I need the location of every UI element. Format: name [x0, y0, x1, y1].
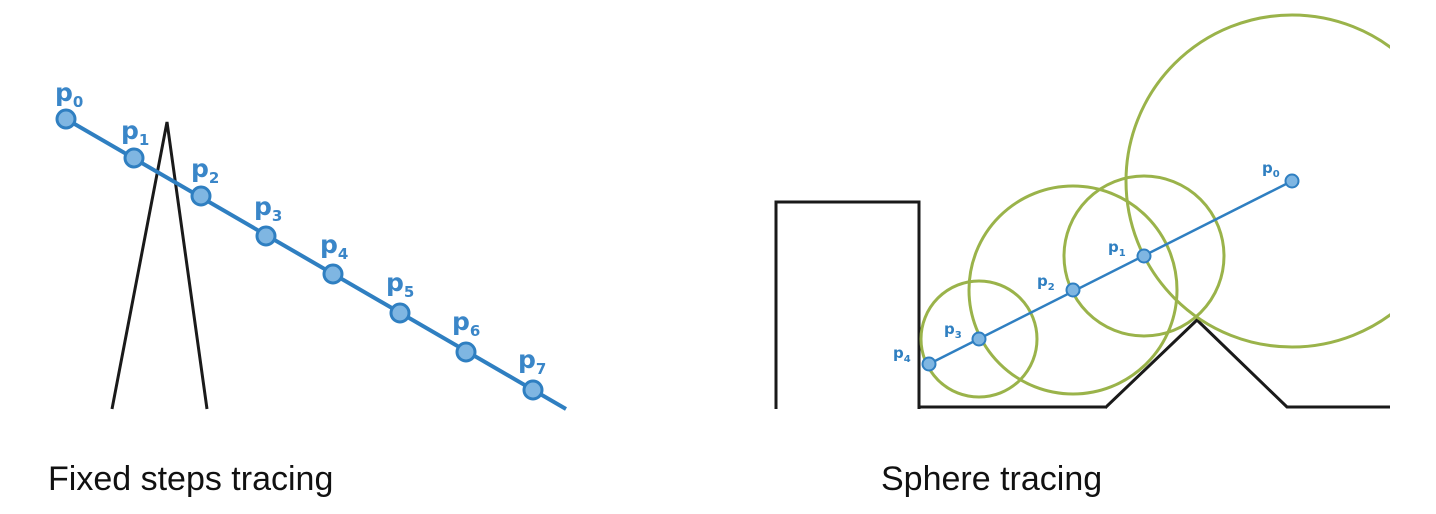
point-label-p4: p4	[320, 230, 348, 263]
point-label-p3: p3	[254, 192, 282, 225]
sample-point-p2	[1065, 282, 1081, 298]
sample-point-p5	[389, 302, 411, 324]
ray-line	[64, 117, 568, 411]
sample-point-p4	[921, 356, 937, 372]
sample-point-p0	[55, 108, 77, 130]
sphere-tracing-diagram: p0 p1 p2 p3 p4	[774, 13, 1390, 409]
point-label-p7: p7	[518, 345, 546, 378]
point-label-p1: p1	[121, 116, 149, 149]
point-label-p3: p3	[944, 320, 962, 341]
point-label-p4: p4	[893, 344, 911, 365]
point-label-p2: p2	[1037, 272, 1055, 293]
point-label-p5: p5	[386, 268, 414, 301]
sample-point-p2	[190, 185, 212, 207]
sample-point-p1	[123, 147, 145, 169]
ridge-geometry	[1103, 317, 1390, 409]
sphere-p3	[919, 279, 1039, 399]
sphere-tracing-panel: p0 p1 p2 p3 p4 Sphere tracing	[745, 0, 1436, 514]
point-label-p6: p6	[452, 307, 480, 340]
fixed-steps-diagram: p0 p1 p2 p3 p4 p5 p6 p7	[55, 78, 568, 411]
fixed-steps-panel: p0 p1 p2 p3 p4 p5 p6 p7 Fixed steps trac…	[48, 78, 568, 498]
point-label-p0: p0	[1262, 159, 1280, 180]
ray-line	[928, 179, 1293, 366]
point-label-p2: p2	[191, 154, 219, 187]
sample-point-p1	[1136, 248, 1152, 264]
sample-point-p6	[455, 341, 477, 363]
sphere-p1	[1062, 174, 1226, 338]
spike-geometry	[110, 121, 209, 410]
fixed-steps-caption: Fixed steps tracing	[48, 460, 334, 498]
point-label-p0: p0	[55, 78, 83, 111]
sample-point-p3	[971, 331, 987, 347]
sphere-p2	[967, 184, 1179, 396]
sample-point-p3	[255, 225, 277, 247]
point-label-p1: p1	[1108, 238, 1126, 259]
sphere-tracing-caption: Sphere tracing	[881, 460, 1103, 498]
sample-point-p7	[522, 379, 544, 401]
sample-point-p4	[322, 263, 344, 285]
sphere-p0	[1124, 13, 1390, 349]
box-geometry	[774, 200, 921, 409]
sample-point-p0	[1284, 173, 1300, 189]
